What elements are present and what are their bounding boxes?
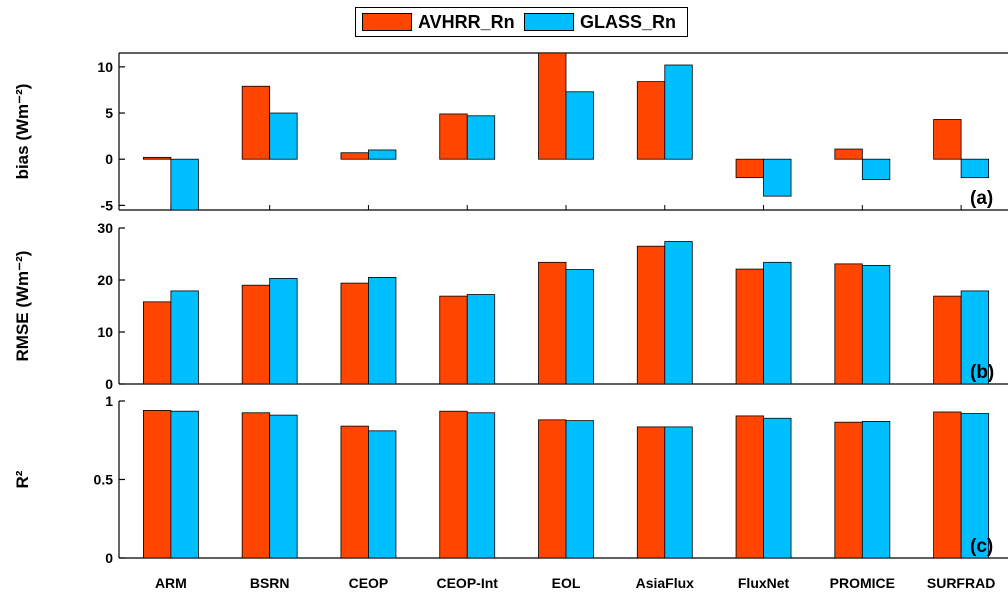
bar-avhrr-surfrad [933, 295, 962, 385]
y-tick-label: 0.5 [94, 472, 114, 488]
bar-avhrr-surfrad [933, 119, 962, 160]
bar-avhrr-surfrad [933, 411, 962, 559]
legend-swatch-glass [524, 13, 574, 31]
bar-glass-eol [565, 420, 594, 559]
y-tick-label: 10 [97, 324, 113, 340]
bar-glass-arm [170, 410, 199, 559]
bar-glass-surfrad [960, 290, 990, 385]
bar-avhrr-asiaflux [636, 81, 666, 160]
bar-glass-ceop [368, 276, 397, 385]
x-tick-label-bsrn: BSRN [250, 575, 290, 591]
bar-avhrr-bsrn [241, 85, 271, 160]
bar-avhrr-asiaflux [636, 426, 666, 559]
bar-glass-promice [861, 265, 891, 385]
bar-glass-asiaflux [664, 426, 693, 559]
y-tick-label: 20 [97, 272, 113, 288]
bar-glass-ceop [368, 430, 397, 559]
bar-glass-promice [861, 421, 891, 559]
legend: AVHRR_Rn GLASS_Rn [355, 7, 688, 37]
bar-glass-surfrad [960, 413, 990, 559]
bar-avhrr-arm [142, 301, 172, 385]
bar-avhrr-promice [834, 263, 863, 385]
bar-glass-fluxnet [763, 158, 792, 197]
bar-avhrr-eol [538, 419, 567, 559]
bar-glass-fluxnet [763, 417, 792, 559]
bar-glass-bsrn [269, 414, 298, 559]
x-tick-label-arm: ARM [155, 575, 187, 591]
bar-glass-arm [170, 290, 199, 385]
legend-label-avhrr: AVHRR_Rn [418, 12, 515, 32]
x-tick-label-promice: PROMICE [830, 575, 895, 591]
bar-glass-ceop [368, 149, 397, 160]
bar-avhrr-ceop [340, 282, 369, 385]
y-axis-label: R² [13, 470, 32, 488]
y-axis-label: RMSE (Wm⁻²) [13, 251, 32, 362]
bar-avhrr-eol [538, 52, 567, 160]
bar-avhrr-ceop [340, 425, 369, 559]
y-tick-label: 0 [105, 151, 113, 167]
y-tick-label: 0 [105, 376, 113, 392]
bar-avhrr-ceop-int [439, 113, 468, 160]
bar-avhrr-ceop-int [439, 295, 468, 385]
panel-label: (c) [970, 536, 993, 557]
bar-avhrr-promice [834, 421, 863, 559]
x-tick-label-asiaflux: AsiaFlux [636, 575, 695, 591]
x-tick-label-surfrad: SURFRAD [927, 575, 995, 591]
bar-glass-surfrad [960, 158, 990, 179]
bar-glass-ceop-int [466, 412, 496, 559]
y-axis-label: bias (Wm⁻²) [13, 84, 32, 180]
panel-label: (b) [970, 362, 994, 383]
y-tick-label: 10 [97, 59, 113, 75]
bar-glass-eol [565, 91, 594, 160]
bar-glass-ceop-int [466, 294, 496, 385]
bar-avhrr-bsrn [241, 412, 271, 559]
bar-avhrr-eol [538, 261, 567, 385]
bar-avhrr-fluxnet [735, 158, 764, 179]
x-tick-label-ceop: CEOP [349, 575, 389, 591]
bar-avhrr-ceop [340, 152, 369, 160]
bar-avhrr-arm [142, 410, 172, 559]
y-tick-label: 0 [105, 550, 113, 566]
bar-glass-ceop-int [466, 115, 496, 160]
bar-glass-asiaflux [664, 64, 693, 160]
x-tick-label-fluxnet: FluxNet [738, 575, 790, 591]
bar-glass-eol [565, 269, 594, 385]
panel-1: -5 0 5 10 bias (Wm⁻²) (a) [13, 52, 1008, 213]
panel-label: (a) [970, 188, 993, 209]
bar-avhrr-fluxnet [735, 268, 764, 385]
legend-label-glass: GLASS_Rn [580, 12, 677, 32]
y-tick-label: -5 [101, 197, 114, 213]
bar-avhrr-asiaflux [636, 245, 666, 385]
x-tick-label-ceop-int: CEOP-Int [436, 575, 498, 591]
bar-glass-asiaflux [664, 241, 693, 385]
y-tick-label: 1 [105, 393, 113, 409]
bar-avhrr-fluxnet [735, 415, 764, 559]
bar-avhrr-arm [142, 156, 172, 160]
bar-glass-promice [861, 158, 891, 180]
x-tick-label-eol: EOL [552, 575, 581, 591]
bar-glass-bsrn [269, 112, 298, 160]
y-tick-label: 30 [97, 220, 113, 236]
y-tick-label: 5 [105, 105, 113, 121]
legend-swatch-avhrr [362, 13, 412, 31]
bar-glass-arm [170, 158, 199, 211]
panel-2: 0 10 20 30 RMSE (Wm⁻²) (b) [13, 220, 1008, 392]
bar-glass-fluxnet [763, 261, 792, 385]
bar-avhrr-bsrn [241, 284, 271, 385]
bar-glass-bsrn [269, 278, 298, 385]
panel-3: 0 0.5 1 R² (c) [13, 393, 1008, 566]
bar-avhrr-ceop-int [439, 410, 468, 559]
bar-avhrr-promice [834, 148, 863, 160]
